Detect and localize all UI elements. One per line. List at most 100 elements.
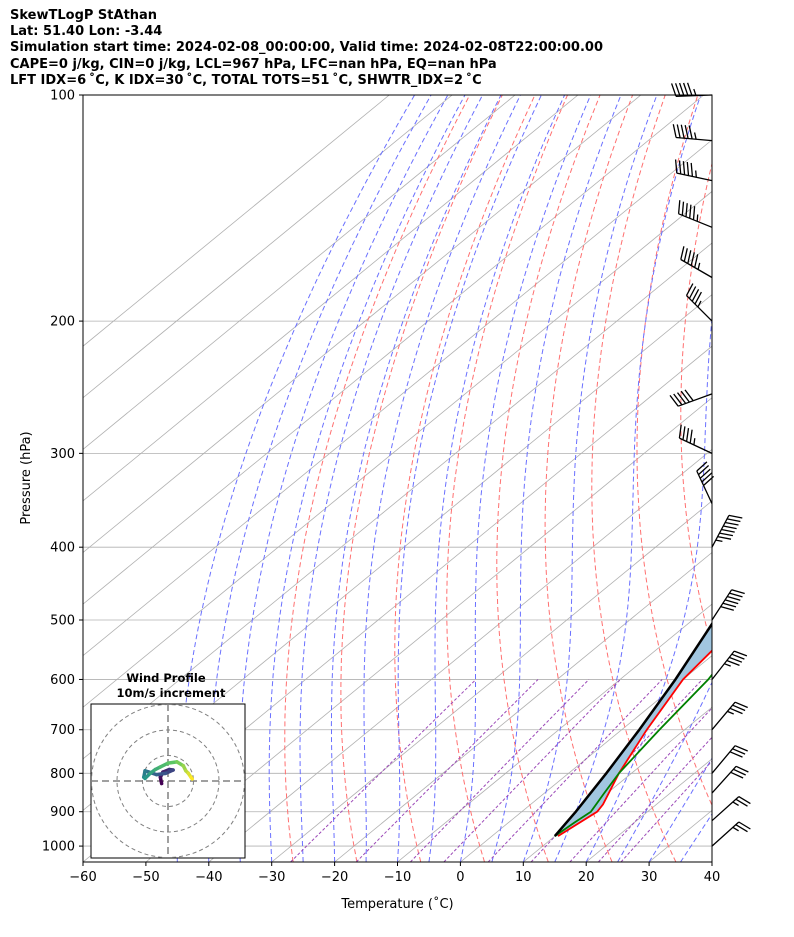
- moist-adiabat: [428, 95, 566, 862]
- time-line: Simulation start time: 2024-02-08_00:00:…: [10, 40, 603, 56]
- isotherm-line: [83, 95, 705, 605]
- wind-barb: [711, 701, 748, 731]
- dry-adiabat: [764, 95, 794, 862]
- y-tick-label: 900: [50, 805, 75, 820]
- chart-title: SkewTLogP StAthan: [10, 8, 158, 23]
- mixing-ratio-line: [355, 679, 539, 862]
- isotherm-line: [83, 95, 453, 399]
- isotherm-line: [711, 861, 712, 862]
- x-tick-label: 0: [456, 870, 464, 885]
- isotherm-line: [83, 139, 712, 657]
- mixing-ratio-line: [443, 679, 621, 862]
- wind-barb: [677, 200, 713, 228]
- moist-adiabat: [363, 95, 521, 862]
- dry-adiabat: [496, 95, 601, 862]
- y-tick-label: 1000: [42, 840, 75, 855]
- mixing-ratio-line: [569, 707, 712, 862]
- y-tick-label: 600: [50, 673, 75, 688]
- isotherm-line: [648, 809, 712, 862]
- isotherm-line: [83, 190, 712, 708]
- dry-adiabat: [394, 95, 536, 862]
- wind-barb: [696, 461, 715, 504]
- wind-barb: [669, 389, 713, 407]
- wind-barb: [711, 650, 748, 680]
- location-line: Lat: 51.40 Lon: -3.44: [10, 24, 163, 40]
- isotherm-line: [523, 706, 712, 862]
- moist-adiabat: [522, 95, 658, 862]
- dry-adiabat: [636, 95, 712, 807]
- dry-adiabat: [544, 95, 634, 862]
- hodograph-title: Wind Profile: [126, 671, 206, 685]
- isotherm-line: [83, 95, 642, 554]
- parcel-path-line: [553, 621, 712, 837]
- isotherm-line: [83, 95, 390, 347]
- mixing-ratio-line: [487, 679, 663, 862]
- y-tick-label: 400: [50, 541, 75, 556]
- x-tick-label: 40: [704, 870, 721, 885]
- isotherm-line: [83, 95, 579, 502]
- isotherm-line: [83, 95, 516, 450]
- moist-adiabat: [238, 95, 449, 862]
- chart-header: SkewTLogP StAthan Lat: 51.40 Lon: -3.44 …: [10, 8, 780, 89]
- wind-barb: [711, 745, 748, 774]
- moist-adiabat: [299, 95, 484, 862]
- dry-adiabat: [284, 95, 471, 862]
- moist-adiabat: [491, 95, 622, 862]
- wind-barb: [711, 765, 749, 794]
- indices-line: LFT IDX=6 ˚C, K IDX=30 ˚C, TOTAL TOTS=51…: [10, 72, 482, 88]
- isotherm-line: [460, 655, 712, 862]
- cin-shaded-area: [554, 623, 712, 837]
- moist-adiabat: [330, 95, 502, 862]
- x-tick-label: −10: [384, 870, 411, 885]
- temperature-line: [557, 649, 712, 837]
- mixing-ratio-line: [290, 679, 477, 862]
- isotherm-line: [334, 551, 712, 862]
- y-tick-label: 100: [50, 89, 75, 104]
- y-tick-label: 300: [50, 447, 75, 462]
- x-tick-label: −50: [132, 870, 159, 885]
- x-axis-label: Temperature (˚C): [340, 896, 453, 912]
- wind-barb: [711, 821, 751, 847]
- moist-adiabat: [268, 95, 466, 862]
- hodograph-subtitle: 10m/s increment: [117, 686, 226, 700]
- dry-adiabat: [591, 95, 677, 862]
- y-tick-label: 700: [50, 723, 75, 738]
- moist-adiabat: [207, 95, 432, 862]
- wind-barb: [680, 246, 713, 279]
- dewpoint-line: [554, 673, 712, 837]
- mixing-ratio-line: [598, 736, 712, 862]
- y-tick-label: 800: [50, 767, 75, 782]
- isotherm-line: [208, 448, 712, 862]
- moist-adiabat: [176, 95, 416, 862]
- wind-barb: [685, 283, 713, 322]
- mixing-ratio-line: [410, 679, 590, 862]
- wind-barb: [711, 514, 743, 548]
- y-tick-label: 200: [50, 315, 75, 330]
- wind-barb: [678, 424, 713, 454]
- moist-adiabat: [585, 312, 712, 862]
- moist-adiabat: [459, 95, 592, 862]
- x-tick-label: 20: [578, 870, 595, 885]
- x-tick-label: −20: [321, 870, 348, 885]
- moist-adiabat: [711, 861, 712, 862]
- x-tick-label: 30: [641, 870, 658, 885]
- wind-barb: [711, 589, 745, 621]
- hodograph-trace-segment: [189, 775, 194, 781]
- x-tick-label: −30: [258, 870, 285, 885]
- isotherm-line: [271, 500, 712, 862]
- isotherm-line: [145, 397, 712, 862]
- stability-line: CAPE=0 j/kg, CIN=0 j/kg, LCL=967 hPa, LF…: [10, 56, 497, 72]
- isotherm-line: [397, 603, 712, 862]
- y-tick-label: 500: [50, 613, 75, 628]
- x-tick-label: −40: [195, 870, 222, 885]
- wind-barb: [670, 82, 713, 97]
- wind-barb: [711, 796, 751, 822]
- mixing-ratio-line: [620, 760, 712, 862]
- isotherm-line: [775, 95, 794, 862]
- y-axis-label: Pressure (hPa): [19, 431, 34, 524]
- wind-barb: [674, 159, 713, 182]
- x-tick-label: 10: [515, 870, 532, 885]
- dry-adiabat: [340, 95, 503, 862]
- moist-adiabat: [648, 757, 712, 862]
